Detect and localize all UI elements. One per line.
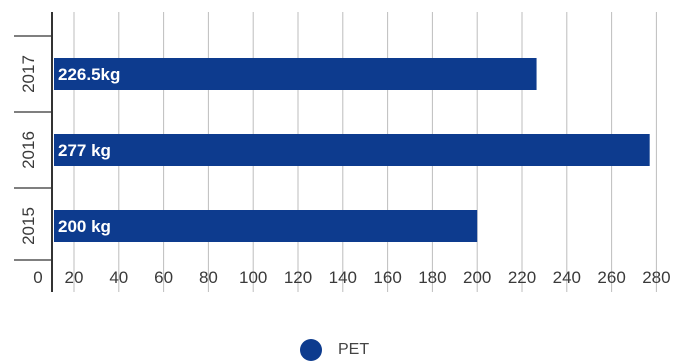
- legend-swatch: [300, 339, 322, 361]
- y-tick-label: 2017: [19, 55, 38, 93]
- bar: [54, 134, 650, 166]
- y-tick-label: 2015: [19, 207, 38, 245]
- x-tick-label: 180: [418, 268, 446, 287]
- x-tick-label: 260: [597, 268, 625, 287]
- x-tick-label: 80: [199, 268, 218, 287]
- x-tick-label: 160: [373, 268, 401, 287]
- x-tick-label: 60: [154, 268, 173, 287]
- data-label: 226.5kg: [58, 65, 120, 84]
- x-tick-label: 220: [508, 268, 536, 287]
- legend-label: PET: [338, 341, 370, 358]
- y-tick-label: 2016: [19, 131, 38, 169]
- x-tick-label: 100: [239, 268, 267, 287]
- data-label: 200 kg: [58, 217, 111, 236]
- x-tick-label: 140: [329, 268, 357, 287]
- x-tick-label: 0: [33, 268, 42, 287]
- x-tick-label: 20: [65, 268, 84, 287]
- x-tick-label: 280: [642, 268, 670, 287]
- legend: PET: [300, 337, 369, 363]
- x-tick-label: 120: [284, 268, 312, 287]
- x-tick-label: 200: [463, 268, 491, 287]
- x-tick-label: 240: [553, 268, 581, 287]
- bar: [54, 210, 478, 242]
- x-tick-label: 40: [109, 268, 128, 287]
- bar: [54, 58, 537, 90]
- data-label: 277 kg: [58, 141, 111, 160]
